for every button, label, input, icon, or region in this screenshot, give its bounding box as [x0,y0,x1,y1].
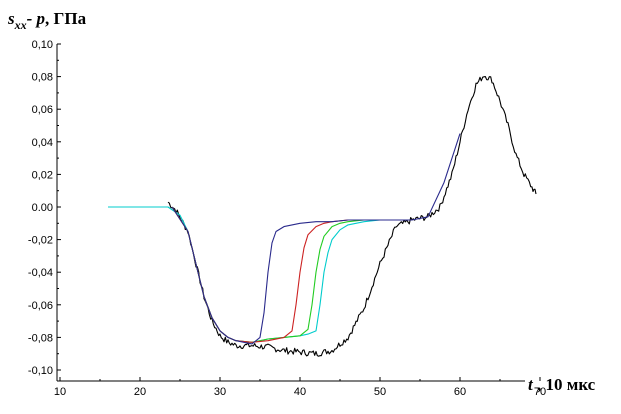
y-tick-label: 0,04 [32,137,53,149]
y-tick-label: -0,02 [28,235,53,247]
x-tick-label: 40 [294,386,306,398]
y-tick-label: 0,10 [32,39,53,51]
y-axis-label-unit: , ГПа [45,9,87,28]
x-tick-label: 20 [134,386,146,398]
x-axis-label-var: t [528,375,534,394]
y-axis-label-sub: xx [14,18,27,32]
y-tick-label: 0,08 [32,72,53,84]
y-tick-label: -0,10 [28,365,53,377]
y-axis-label-rest: - p [27,9,45,28]
x-tick-label: 50 [374,386,386,398]
series-layer [108,75,537,357]
y-tick-label: 0,06 [32,104,53,116]
x-tick-label: 30 [214,386,226,398]
series-line-1 [108,206,412,343]
y-tick-label: -0,04 [28,267,53,279]
x-axis-label: t , 10 мкс [528,375,596,394]
y-tick-label: -0,08 [28,332,53,344]
y-axis-label-main: s [7,9,15,28]
y-tick-label: -0,06 [28,300,53,312]
x-tick-label: 60 [454,386,466,398]
x-axis-label-unit: , 10 мкс [533,375,596,394]
axes-layer: 0,10 0,08 0,06 0,04 0,02 0.00 -0,02 -0,04 -0,06 -… [28,39,546,398]
x-tick-label: 10 [54,386,66,398]
series-line-0 [167,75,537,357]
y-tick-label: 0.00 [32,202,53,214]
x-tick-label: 70 [534,386,546,398]
series-line-4 [171,133,461,345]
y-axis-label: sxx- p, ГПа [7,9,87,32]
y-tick-label: 0,02 [32,169,53,181]
